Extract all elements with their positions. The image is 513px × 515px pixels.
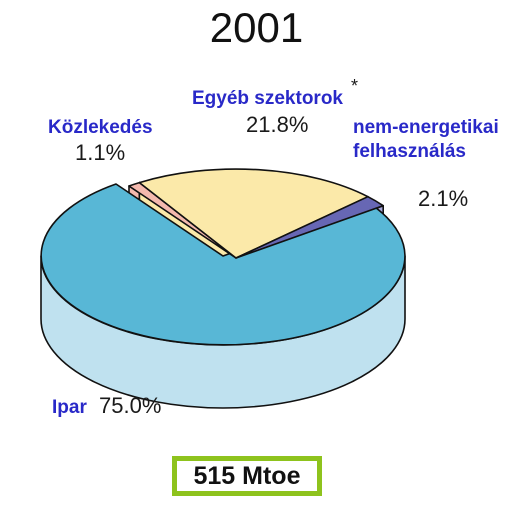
label-ipar-line: Ipar xyxy=(52,397,87,418)
label-k-zleked-s: Közlekedés xyxy=(48,117,153,138)
label-nem-energetikai-felhaszn-l-s: nem-energetikai felhasználás xyxy=(353,117,499,162)
value-label-egy-b-szektorok: 21.8% xyxy=(246,112,308,137)
pie-slice-egy-b-szektorok xyxy=(138,168,369,259)
label-k-zleked-s-line: Közlekedés xyxy=(48,117,153,138)
total-label: 515 Mtoe xyxy=(193,461,301,490)
label-egy-b-szektorok-line: Egyéb szektorok xyxy=(192,88,343,109)
pie-slice-nem-energetikai-felhaszn-l-s xyxy=(235,195,384,259)
label-egy-b-szektorok-marker: * xyxy=(351,76,358,96)
value-label-k-zleked-s: 1.1% xyxy=(75,140,125,165)
label-nem-energetikai-felhaszn-l-s-line: felhasználás xyxy=(353,141,466,162)
label-ipar: Ipar xyxy=(52,397,87,418)
value-label-ipar: 75.0% xyxy=(99,393,161,418)
label-egy-b-szektorok: Egyéb szektorok xyxy=(192,88,343,109)
total-box: 515 Mtoe xyxy=(172,456,322,496)
value-label-nem-energetikai-felhaszn-l-s: 2.1% xyxy=(418,186,468,211)
label-nem-energetikai-felhaszn-l-s-line: nem-energetikai xyxy=(353,117,499,138)
chart-title: 2001 xyxy=(209,4,304,51)
